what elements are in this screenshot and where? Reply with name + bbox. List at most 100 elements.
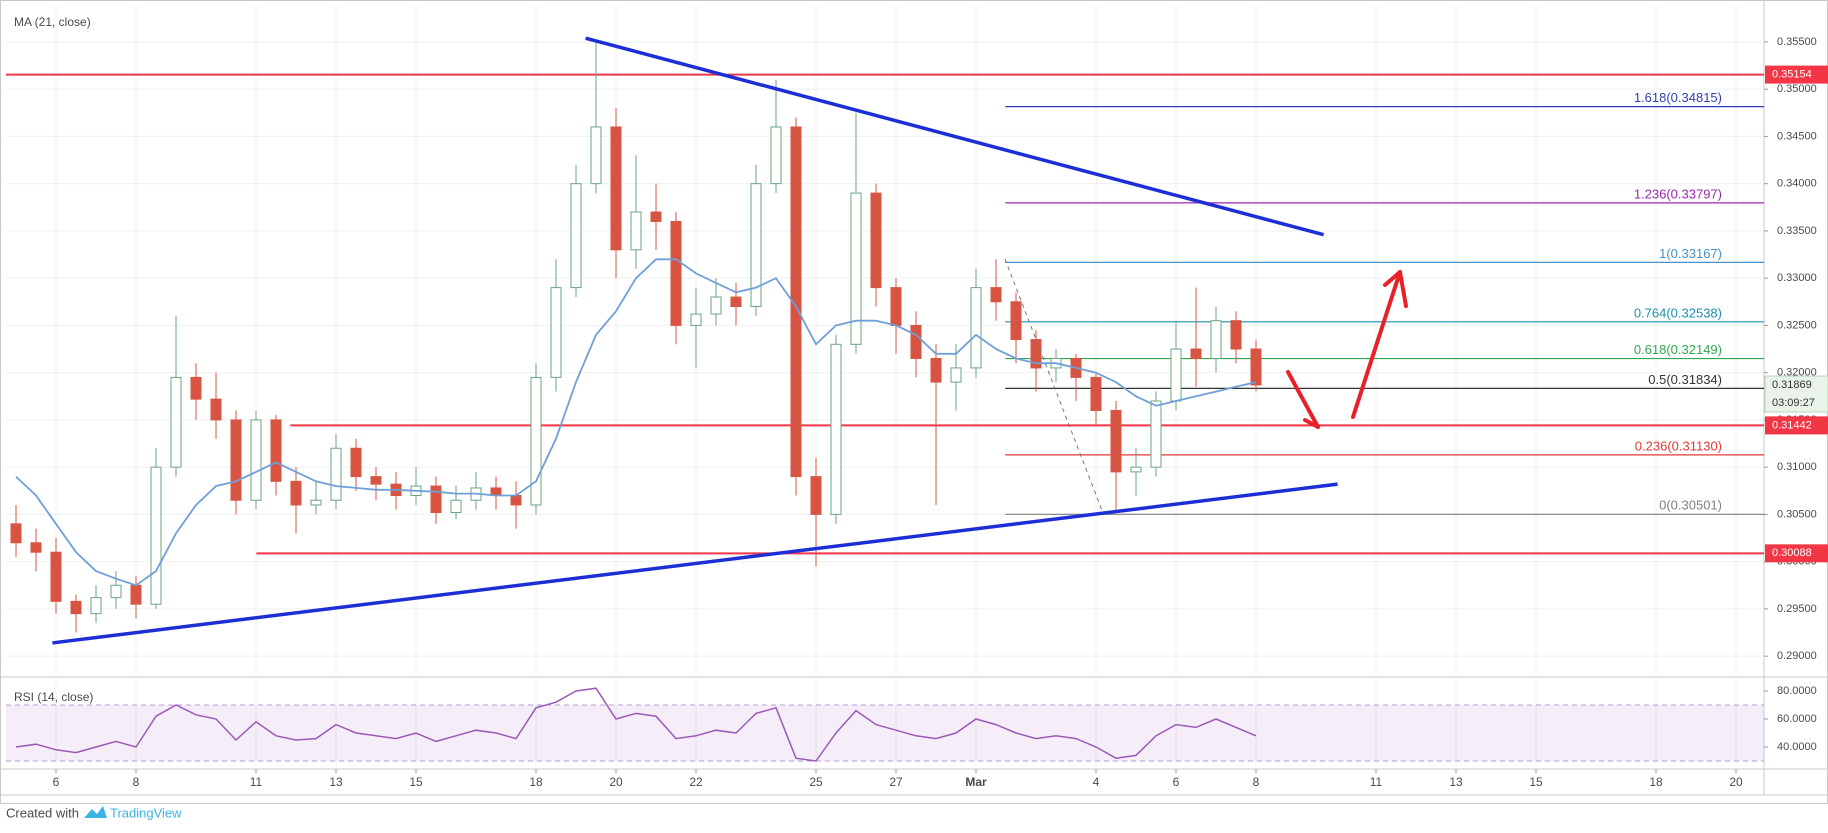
candle-body xyxy=(210,398,222,421)
y-tick-label: 0.35500 xyxy=(1777,36,1817,48)
y-tick-label: 0.30500 xyxy=(1777,508,1817,520)
arrow-head xyxy=(1398,270,1408,308)
x-tick-label: 4 xyxy=(1093,775,1100,789)
candle-body xyxy=(270,419,282,482)
candle-body xyxy=(1030,339,1042,369)
fib-label: 1.236(0.33797) xyxy=(1634,186,1722,201)
candle-body xyxy=(550,287,562,378)
candle-body xyxy=(70,600,82,615)
x-tick-label: 11 xyxy=(250,775,263,789)
x-tick-label: 18 xyxy=(1649,775,1663,789)
candle-body xyxy=(830,343,842,515)
candle-body xyxy=(1090,376,1102,411)
level-axis-label: 0.35154 xyxy=(1772,69,1812,81)
level-axis-label: 0.31442 xyxy=(1772,419,1812,431)
trendline xyxy=(585,36,1325,237)
level-axis-box xyxy=(1765,416,1828,435)
candle-body xyxy=(650,211,662,222)
fib-label: 1.618(0.34815) xyxy=(1634,90,1722,105)
candle-body xyxy=(590,126,602,185)
candle-body xyxy=(630,211,642,251)
x-tick-label: 13 xyxy=(1449,775,1463,789)
candle-body xyxy=(970,287,982,369)
x-tick-label: 20 xyxy=(609,775,623,789)
candle-body xyxy=(1110,409,1122,473)
y-tick-label: 0.29500 xyxy=(1777,603,1817,615)
candle-body xyxy=(1210,320,1222,359)
candle-body xyxy=(50,551,62,602)
candle-body xyxy=(950,367,962,383)
fib-label: 0.618(0.32149) xyxy=(1634,342,1722,357)
candle-body xyxy=(890,287,902,326)
rsi-band xyxy=(6,705,1764,761)
candle-body xyxy=(910,324,922,359)
candle-body xyxy=(290,480,302,506)
candle-body xyxy=(610,126,622,251)
candle-body xyxy=(850,192,862,345)
candle-body xyxy=(30,542,42,553)
fib-anchor xyxy=(1004,258,1104,514)
ma-title: MA (21, close) xyxy=(14,15,91,29)
y-tick-label: 0.34000 xyxy=(1777,178,1817,190)
candle-body xyxy=(1250,348,1262,386)
candle-body xyxy=(250,419,262,501)
candle-body xyxy=(810,476,822,515)
arrows xyxy=(1286,270,1408,429)
candle-body xyxy=(150,466,162,605)
candle-body xyxy=(1150,400,1162,468)
level-axis-label: 0.30088 xyxy=(1772,547,1812,559)
x-tick-label: 15 xyxy=(409,775,423,789)
candle-body xyxy=(710,296,722,315)
x-tick-label: 27 xyxy=(889,775,903,789)
candle-body xyxy=(1010,301,1022,341)
ma-line xyxy=(15,258,1257,587)
x-tick-label: 20 xyxy=(1729,775,1743,789)
rsi-title: RSI (14, close) xyxy=(14,690,93,704)
rsi-line xyxy=(15,687,1257,762)
candle-body xyxy=(930,357,942,383)
x-tick-label: 8 xyxy=(1253,775,1260,789)
x-tick-label: 8 xyxy=(133,775,140,789)
candle-body xyxy=(350,447,362,478)
x-tick-label: 11 xyxy=(1370,775,1383,789)
candle-body xyxy=(330,447,342,501)
level-axis-box xyxy=(1765,65,1828,84)
candle-body xyxy=(1170,348,1182,402)
candle-body xyxy=(750,183,762,308)
candle-body xyxy=(370,476,382,485)
candle-body xyxy=(530,376,542,506)
arrow-up xyxy=(1351,270,1402,419)
candle-body xyxy=(230,419,242,501)
y-tick-label: 0.34500 xyxy=(1777,130,1817,142)
y-tick-label: 0.31000 xyxy=(1777,461,1817,473)
candle-body xyxy=(1130,466,1142,473)
candle-body xyxy=(690,313,702,326)
x-tick-label: 25 xyxy=(809,775,823,789)
y-tick-label: 0.29000 xyxy=(1777,650,1817,662)
frame xyxy=(0,0,1828,804)
y-tick-label: 0.33000 xyxy=(1777,272,1817,284)
y-tick-label: 0.32500 xyxy=(1777,319,1817,331)
y-tick-label: 0.35000 xyxy=(1777,83,1817,95)
x-tick-label: 18 xyxy=(529,775,543,789)
x-tick-label: 22 xyxy=(689,775,703,789)
candle-body xyxy=(990,287,1002,303)
candle-body xyxy=(110,584,122,599)
candle-body xyxy=(130,584,142,605)
plot: 6 8 11 13 15 18 20 22 25 27 Mar 4 6 8 11 13 15 18 20 0.2900… xyxy=(6,6,1817,789)
candle-body xyxy=(510,495,522,506)
fib-label: 0.5(0.31834) xyxy=(1648,372,1722,387)
candle-body xyxy=(1190,348,1202,359)
last-price-box xyxy=(1764,375,1828,413)
x-tick-label: 13 xyxy=(329,775,343,789)
candle-body xyxy=(170,376,182,468)
rsi-tick-label: 60.0000 xyxy=(1777,713,1817,725)
candle-body xyxy=(310,499,322,506)
candle-body xyxy=(770,126,782,185)
fib-label: 0.236(0.31130) xyxy=(1635,438,1722,453)
candle-body xyxy=(190,376,202,400)
y-tick-label: 0.33500 xyxy=(1777,225,1817,237)
trendline xyxy=(52,482,1338,645)
candle-body xyxy=(450,499,462,514)
